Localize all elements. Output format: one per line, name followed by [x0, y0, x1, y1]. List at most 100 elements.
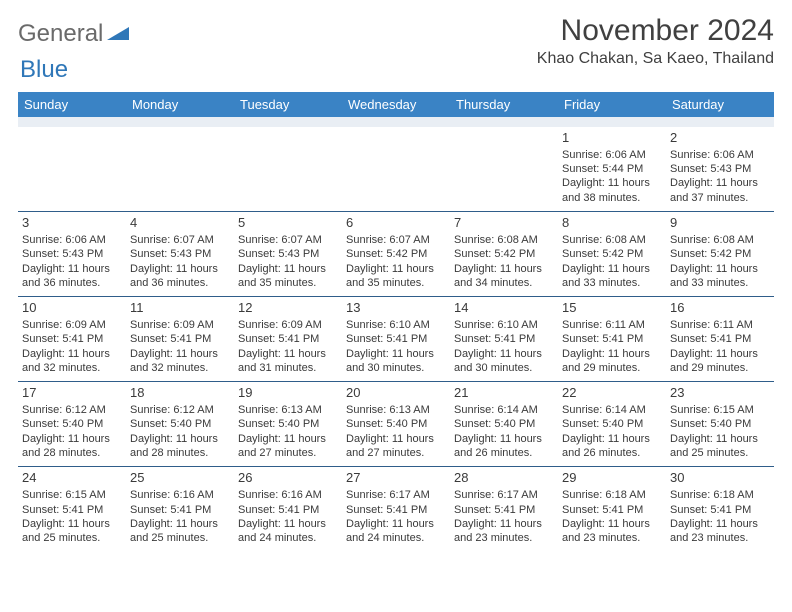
sunrise-text: Sunrise: 6:07 AM: [130, 233, 230, 247]
daylight-text: Daylight: 11 hours and 35 minutes.: [238, 262, 338, 291]
daylight-text: Daylight: 11 hours and 26 minutes.: [454, 432, 554, 461]
day-number: 20: [346, 385, 446, 402]
daylight-text: Daylight: 11 hours and 30 minutes.: [346, 347, 446, 376]
sunrise-text: Sunrise: 6:10 AM: [454, 318, 554, 332]
daylight-text: Daylight: 11 hours and 38 minutes.: [562, 176, 662, 205]
day-number: 11: [130, 300, 230, 317]
sunrise-text: Sunrise: 6:07 AM: [346, 233, 446, 247]
day-header: Monday: [126, 92, 234, 117]
day-cell: 5Sunrise: 6:07 AMSunset: 5:43 PMDaylight…: [234, 212, 342, 297]
day-cell: 24Sunrise: 6:15 AMSunset: 5:41 PMDayligh…: [18, 467, 126, 552]
sunset-text: Sunset: 5:41 PM: [454, 503, 554, 517]
week-row: 24Sunrise: 6:15 AMSunset: 5:41 PMDayligh…: [18, 467, 774, 552]
sunset-text: Sunset: 5:43 PM: [238, 247, 338, 261]
daylight-text: Daylight: 11 hours and 28 minutes.: [130, 432, 230, 461]
logo-word-1: General: [18, 20, 103, 48]
sunset-text: Sunset: 5:43 PM: [22, 247, 122, 261]
daylight-text: Daylight: 11 hours and 25 minutes.: [130, 517, 230, 546]
sunrise-text: Sunrise: 6:18 AM: [670, 488, 770, 502]
sunrise-text: Sunrise: 6:15 AM: [22, 488, 122, 502]
sunrise-text: Sunrise: 6:12 AM: [22, 403, 122, 417]
logo-word-2: Blue: [20, 56, 68, 83]
day-number: 2: [670, 130, 770, 147]
day-cell: [342, 127, 450, 212]
day-cell: 14Sunrise: 6:10 AMSunset: 5:41 PMDayligh…: [450, 297, 558, 382]
day-cell: 26Sunrise: 6:16 AMSunset: 5:41 PMDayligh…: [234, 467, 342, 552]
day-number: 10: [22, 300, 122, 317]
daylight-text: Daylight: 11 hours and 30 minutes.: [454, 347, 554, 376]
day-number: 4: [130, 215, 230, 232]
day-cell: [234, 127, 342, 212]
day-number: 5: [238, 215, 338, 232]
day-header: Friday: [558, 92, 666, 117]
sunset-text: Sunset: 5:41 PM: [238, 503, 338, 517]
day-number: 28: [454, 470, 554, 487]
day-cell: 2Sunrise: 6:06 AMSunset: 5:43 PMDaylight…: [666, 127, 774, 212]
day-cell: 9Sunrise: 6:08 AMSunset: 5:42 PMDaylight…: [666, 212, 774, 297]
day-number: 26: [238, 470, 338, 487]
day-cell: 12Sunrise: 6:09 AMSunset: 5:41 PMDayligh…: [234, 297, 342, 382]
day-cell: 30Sunrise: 6:18 AMSunset: 5:41 PMDayligh…: [666, 467, 774, 552]
day-number: 6: [346, 215, 446, 232]
day-number: 8: [562, 215, 662, 232]
sunrise-text: Sunrise: 6:08 AM: [670, 233, 770, 247]
day-header: Thursday: [450, 92, 558, 117]
daylight-text: Daylight: 11 hours and 28 minutes.: [22, 432, 122, 461]
daylight-text: Daylight: 11 hours and 24 minutes.: [238, 517, 338, 546]
sunset-text: Sunset: 5:40 PM: [238, 417, 338, 431]
sunset-text: Sunset: 5:41 PM: [562, 332, 662, 346]
sunrise-text: Sunrise: 6:16 AM: [130, 488, 230, 502]
daylight-text: Daylight: 11 hours and 32 minutes.: [22, 347, 122, 376]
sunrise-text: Sunrise: 6:15 AM: [670, 403, 770, 417]
day-header: Wednesday: [342, 92, 450, 117]
day-cell: [126, 127, 234, 212]
sunrise-text: Sunrise: 6:18 AM: [562, 488, 662, 502]
sunrise-text: Sunrise: 6:06 AM: [670, 148, 770, 162]
daylight-text: Daylight: 11 hours and 23 minutes.: [670, 517, 770, 546]
daylight-text: Daylight: 11 hours and 36 minutes.: [130, 262, 230, 291]
sunset-text: Sunset: 5:42 PM: [454, 247, 554, 261]
day-cell: 21Sunrise: 6:14 AMSunset: 5:40 PMDayligh…: [450, 382, 558, 467]
sunrise-text: Sunrise: 6:11 AM: [670, 318, 770, 332]
day-cell: 29Sunrise: 6:18 AMSunset: 5:41 PMDayligh…: [558, 467, 666, 552]
sunset-text: Sunset: 5:41 PM: [346, 503, 446, 517]
sunset-text: Sunset: 5:41 PM: [22, 332, 122, 346]
sunrise-text: Sunrise: 6:17 AM: [346, 488, 446, 502]
day-number: 18: [130, 385, 230, 402]
day-number: 7: [454, 215, 554, 232]
week-row: 3Sunrise: 6:06 AMSunset: 5:43 PMDaylight…: [18, 212, 774, 297]
sunset-text: Sunset: 5:43 PM: [670, 162, 770, 176]
day-cell: 22Sunrise: 6:14 AMSunset: 5:40 PMDayligh…: [558, 382, 666, 467]
day-cell: [450, 127, 558, 212]
spacer-row: [18, 117, 774, 127]
month-title: November 2024: [537, 14, 774, 48]
sunrise-text: Sunrise: 6:09 AM: [22, 318, 122, 332]
day-number: 13: [346, 300, 446, 317]
daylight-text: Daylight: 11 hours and 35 minutes.: [346, 262, 446, 291]
day-number: 3: [22, 215, 122, 232]
day-cell: 19Sunrise: 6:13 AMSunset: 5:40 PMDayligh…: [234, 382, 342, 467]
sunrise-text: Sunrise: 6:14 AM: [562, 403, 662, 417]
day-number: 19: [238, 385, 338, 402]
sunrise-text: Sunrise: 6:09 AM: [130, 318, 230, 332]
day-cell: 17Sunrise: 6:12 AMSunset: 5:40 PMDayligh…: [18, 382, 126, 467]
daylight-text: Daylight: 11 hours and 27 minutes.: [346, 432, 446, 461]
day-number: 30: [670, 470, 770, 487]
sunset-text: Sunset: 5:40 PM: [454, 417, 554, 431]
sunset-text: Sunset: 5:41 PM: [454, 332, 554, 346]
sunset-text: Sunset: 5:40 PM: [670, 417, 770, 431]
sunrise-text: Sunrise: 6:12 AM: [130, 403, 230, 417]
day-number: 29: [562, 470, 662, 487]
week-row: 10Sunrise: 6:09 AMSunset: 5:41 PMDayligh…: [18, 297, 774, 382]
sunset-text: Sunset: 5:40 PM: [130, 417, 230, 431]
day-number: 16: [670, 300, 770, 317]
sunset-text: Sunset: 5:41 PM: [22, 503, 122, 517]
day-number: 15: [562, 300, 662, 317]
daylight-text: Daylight: 11 hours and 33 minutes.: [670, 262, 770, 291]
day-number: 25: [130, 470, 230, 487]
calendar-table: SundayMondayTuesdayWednesdayThursdayFrid…: [18, 92, 774, 551]
day-number: 12: [238, 300, 338, 317]
daylight-text: Daylight: 11 hours and 34 minutes.: [454, 262, 554, 291]
sunrise-text: Sunrise: 6:08 AM: [454, 233, 554, 247]
sunset-text: Sunset: 5:40 PM: [346, 417, 446, 431]
